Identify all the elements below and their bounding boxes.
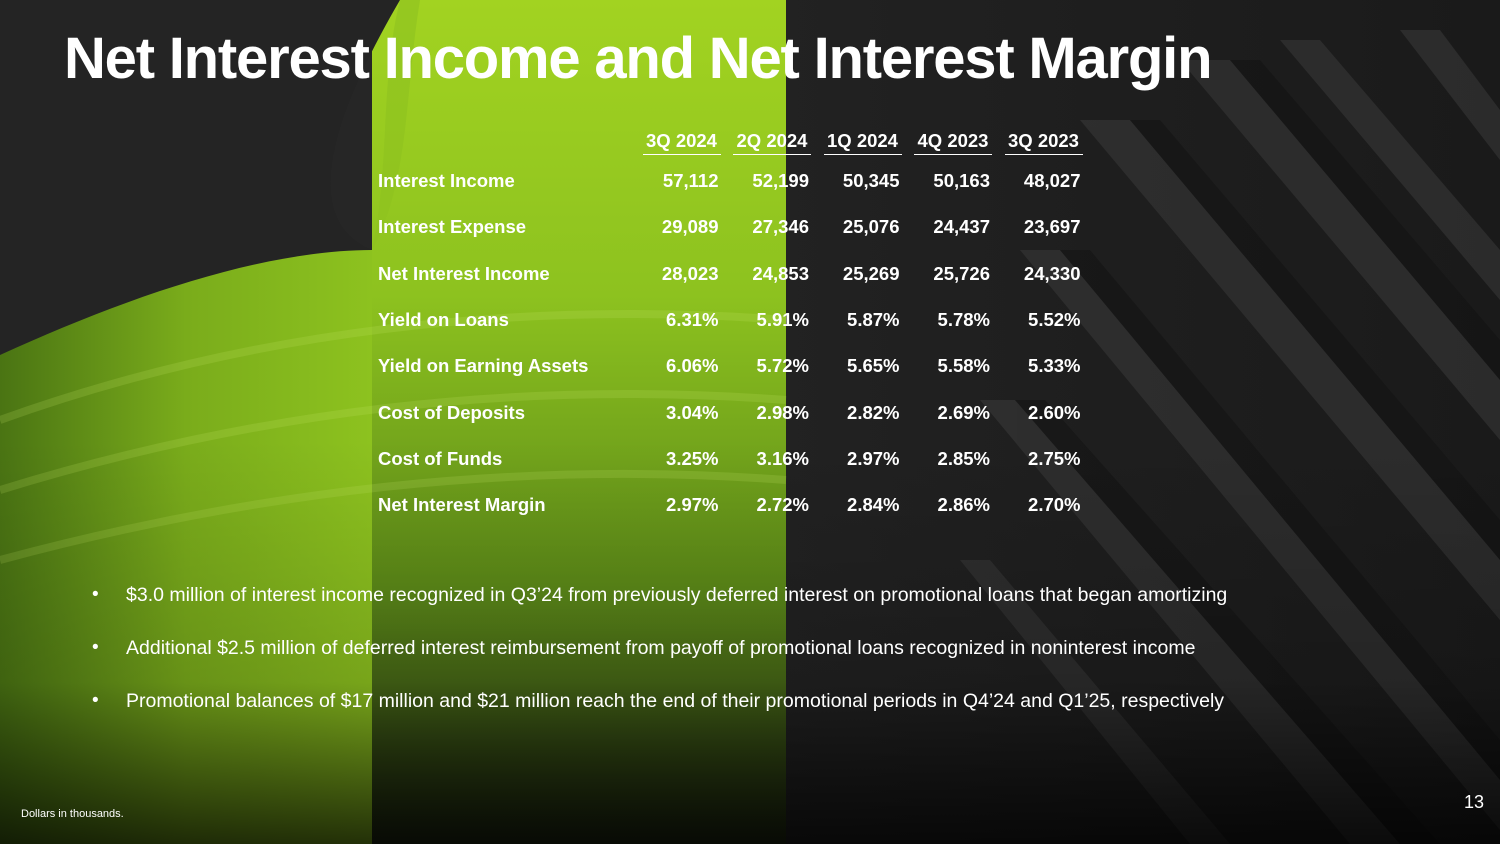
table-row: Interest Expense 29,089 27,346 25,076 24…	[372, 204, 1083, 250]
list-item: • $3.0 million of interest income recogn…	[92, 582, 1227, 635]
table-cell: 3.16%	[756, 447, 809, 469]
table-cell: 3.04%	[666, 401, 719, 423]
table-row: Net Interest Margin 2.97% 2.72% 2.84% 2.…	[372, 482, 1083, 528]
table-row: Net Interest Income 28,023 24,853 25,269…	[372, 251, 1083, 297]
table-cell: 2.97%	[666, 494, 719, 516]
bullet-text: Additional $2.5 million of deferred inte…	[126, 637, 1196, 659]
table-cell: 25,076	[842, 216, 900, 238]
table-cell: 27,346	[752, 216, 809, 238]
table-cell: 52,199	[752, 170, 809, 192]
row-label: Yield on Loans	[378, 309, 509, 331]
table-cell: 5.52%	[1028, 309, 1081, 331]
table-cell: 25,269	[842, 262, 900, 284]
row-label: Net Interest Income	[378, 262, 550, 284]
table-cell: 6.06%	[666, 355, 719, 377]
table-cell: 24,330	[1023, 262, 1081, 284]
metrics-table-container: 3Q 2024 2Q 2024 1Q 2024 4Q 2023 3Q 2023 …	[372, 126, 1083, 528]
table-cell: 28,023	[661, 262, 719, 284]
column-header: 4Q 2023	[902, 126, 992, 158]
metrics-table: 3Q 2024 2Q 2024 1Q 2024 4Q 2023 3Q 2023 …	[372, 126, 1083, 528]
row-label: Interest Expense	[378, 216, 527, 238]
table-cell: 3.25%	[666, 447, 719, 469]
table-cell: 48,027	[1023, 170, 1081, 192]
column-header: 1Q 2024	[811, 126, 902, 158]
table-cell: 2.82%	[847, 401, 900, 423]
bullet-text: $3.0 million of interest income recogniz…	[126, 584, 1228, 606]
table-cell: 5.33%	[1028, 355, 1081, 377]
table-cell: 2.60%	[1028, 401, 1081, 423]
row-label: Cost of Funds	[378, 447, 503, 469]
bullet-marker: •	[92, 690, 99, 711]
table-cell: 24,853	[752, 262, 809, 284]
table-cell: 5.78%	[937, 309, 990, 331]
table-cell: 5.65%	[847, 355, 900, 377]
table-cell: 2.84%	[847, 494, 900, 516]
page-title: Net Interest Income and Net Interest Mar…	[64, 26, 1213, 91]
bullet-text: Promotional balances of $17 million and …	[126, 690, 1225, 712]
table-cell: 24,437	[933, 216, 990, 238]
table-row: Cost of Funds 3.25% 3.16% 2.97% 2.85% 2.…	[372, 436, 1083, 482]
column-header: 2Q 2024	[721, 126, 811, 158]
list-item: • Promotional balances of $17 million an…	[92, 688, 1227, 741]
table-cell: 2.85%	[937, 447, 990, 469]
page-number: 13	[1463, 792, 1484, 812]
table-cell: 57,112	[662, 170, 719, 192]
table-cell: 5.87%	[847, 309, 900, 331]
table-cell: 6.31%	[666, 309, 719, 331]
table-cell: 2.70%	[1028, 494, 1081, 516]
table-cell: 2.75%	[1028, 447, 1081, 469]
row-label: Interest Income	[378, 170, 515, 192]
table-cell: 5.91%	[756, 309, 809, 331]
column-header: 3Q 2024	[630, 126, 721, 158]
table-cell: 2.98%	[756, 401, 809, 423]
table-cell: 50,163	[933, 170, 990, 192]
bullet-list: • $3.0 million of interest income recogn…	[92, 582, 1227, 741]
table-row: Yield on Loans 6.31% 5.91% 5.87% 5.78% 5…	[372, 297, 1083, 343]
bullet-marker: •	[92, 584, 99, 605]
footnote: Dollars in thousands.	[21, 808, 124, 820]
table-row: Interest Income 57,112 52,199 50,345 50,…	[372, 158, 1083, 204]
table-cell: 2.69%	[937, 401, 990, 423]
table-header-blank	[372, 126, 630, 158]
table-header-row: 3Q 2024 2Q 2024 1Q 2024 4Q 2023 3Q 2023	[372, 126, 1083, 158]
table-cell: 50,345	[842, 170, 900, 192]
table-cell: 2.97%	[847, 447, 900, 469]
table-cell: 2.72%	[756, 494, 809, 516]
row-label: Net Interest Margin	[378, 494, 546, 516]
table-row: Cost of Deposits 3.04% 2.98% 2.82% 2.69%…	[372, 389, 1083, 435]
row-label: Cost of Deposits	[378, 401, 525, 423]
table-cell: 2.86%	[937, 494, 990, 516]
row-label: Yield on Earning Assets	[378, 355, 589, 377]
list-item: • Additional $2.5 million of deferred in…	[92, 635, 1227, 688]
bullet-marker: •	[92, 637, 99, 658]
table-cell: 5.72%	[756, 355, 809, 377]
column-header: 3Q 2023	[992, 126, 1083, 158]
table-cell: 25,726	[933, 262, 990, 284]
table-cell: 29,089	[661, 216, 719, 238]
table-cell: 5.58%	[937, 355, 990, 377]
table-row: Yield on Earning Assets 6.06% 5.72% 5.65…	[372, 343, 1083, 389]
table-cell: 23,697	[1023, 216, 1081, 238]
